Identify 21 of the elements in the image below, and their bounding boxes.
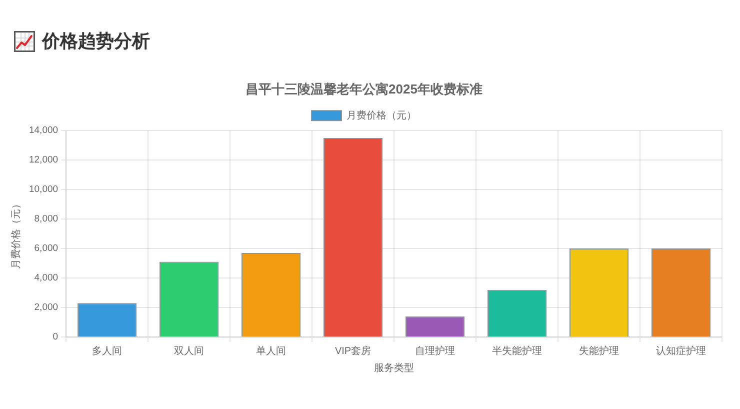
- x-tick-label: 半失能护理: [492, 344, 542, 357]
- y-axis-title: 月费价格（元）: [10, 198, 22, 269]
- chart-title: 价格趋势分析: [42, 30, 150, 53]
- x-tick-label: 失能护理: [579, 344, 620, 357]
- x-tick-label: 认知症护理: [656, 344, 706, 357]
- x-tick-label: 单人间: [256, 344, 286, 357]
- y-tick-label: 2,000: [34, 302, 58, 314]
- y-tick-label: 0: [52, 332, 58, 343]
- y-tick-label: 12,000: [28, 154, 58, 166]
- x-tick-label: VIP套房: [334, 344, 372, 357]
- x-tick-label: 双人间: [174, 344, 204, 357]
- y-tick-label: 10,000: [28, 184, 58, 196]
- x-tick-label: 多人间: [92, 344, 122, 357]
- y-tick-label: 6,000: [34, 243, 58, 254]
- y-tick-label: 14,000: [28, 125, 58, 136]
- x-tick-label: 自理护理: [415, 344, 456, 357]
- y-tick-label: 8,000: [34, 214, 58, 225]
- x-axis-title: 服务类型: [374, 362, 414, 374]
- chart-subtitle: 昌平十三陵温馨老年公寓2025年收费标准: [246, 81, 482, 96]
- legend-label: 月费价格（元）: [346, 109, 416, 122]
- y-tick-label: 4,000: [34, 272, 58, 284]
